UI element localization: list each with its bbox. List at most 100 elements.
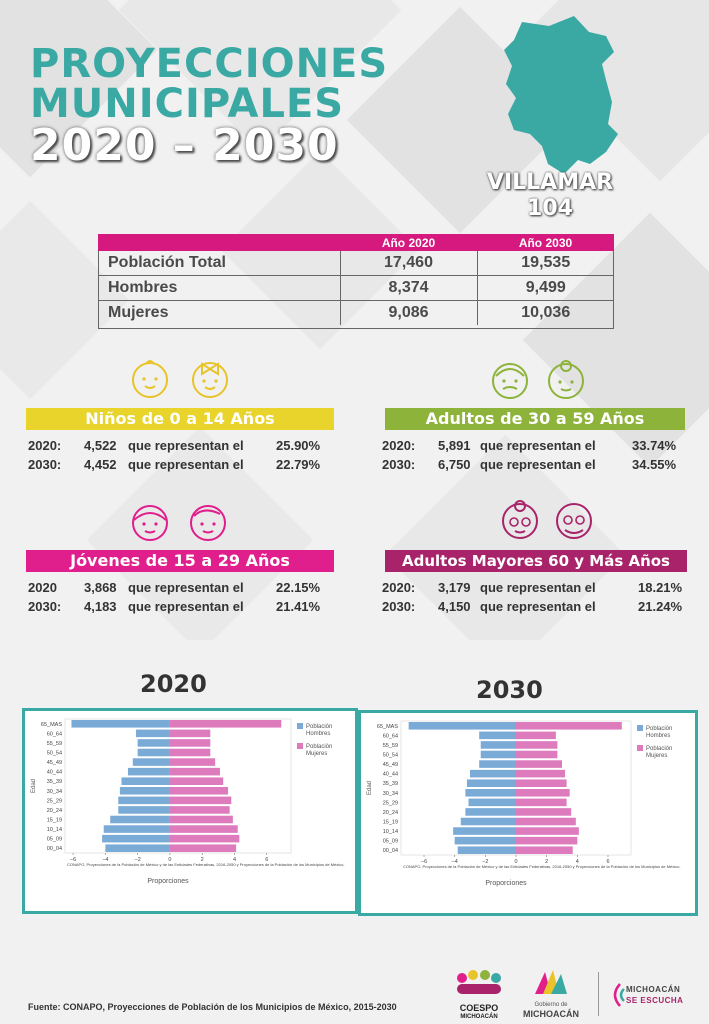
stat-pct: 21.24% bbox=[638, 599, 683, 614]
pyramid-bar bbox=[121, 777, 170, 785]
pyramid-bar bbox=[465, 789, 516, 797]
age-tick-label: 30_34 bbox=[47, 789, 62, 795]
pyramid-bar bbox=[516, 827, 579, 835]
pyramid-bar bbox=[169, 729, 211, 738]
source-footer: Fuente: CONAPO, Proyecciones de Població… bbox=[28, 1002, 397, 1012]
group-children-band: Niños de 0 a 14 Años bbox=[26, 408, 334, 430]
pyramid-bar bbox=[454, 836, 516, 845]
stat-pct: 25.90% bbox=[276, 438, 321, 453]
pyramid-year-2020: 2020 bbox=[140, 670, 207, 698]
chart-source-note: CONAPO, Proyecciones de la Población de … bbox=[67, 862, 344, 867]
pyramid-bar bbox=[110, 815, 170, 824]
stat-text: que representan el bbox=[480, 599, 596, 614]
pyramid-bar bbox=[169, 834, 240, 843]
stat-text: que representan el bbox=[128, 599, 244, 614]
title-line-1: PROYECCIONES bbox=[30, 41, 389, 87]
row-value-2030: 10,036 bbox=[476, 300, 614, 325]
age-tick-label: 10_14 bbox=[383, 829, 398, 835]
pyramid-bar bbox=[169, 748, 211, 757]
age-tick-label: 25_29 bbox=[47, 798, 62, 804]
group-adults-band: Adultos de 30 a 59 Años bbox=[385, 408, 685, 430]
pyramid-bar bbox=[453, 827, 516, 835]
stat-count: 3,179 bbox=[438, 580, 471, 595]
legend-label-line-1: Población bbox=[646, 726, 672, 732]
y-axis-label: Edad bbox=[367, 781, 373, 795]
x-tick-label: −6 bbox=[421, 859, 427, 865]
stat-count: 5,891 bbox=[438, 438, 471, 453]
x-tick-label: −6 bbox=[70, 857, 76, 863]
age-tick-label: 15_19 bbox=[47, 818, 62, 824]
pyramid-bar bbox=[169, 815, 233, 824]
pyramid-bar bbox=[516, 817, 576, 826]
x-tick-label: 0 bbox=[168, 857, 171, 863]
age-tick-label: 00_04 bbox=[383, 848, 398, 854]
age-tick-label: 65_MAS bbox=[41, 722, 62, 728]
pyramid-bar bbox=[137, 739, 170, 747]
pyramid-bar bbox=[466, 779, 516, 787]
pyramid-bar bbox=[169, 806, 230, 814]
adult-man-icon bbox=[492, 363, 528, 399]
x-tick-label: 6 bbox=[265, 857, 268, 863]
title-years: 2020 – 2030 bbox=[30, 120, 339, 171]
age-tick-label: 65_MAS bbox=[377, 724, 398, 730]
pyramid-bar bbox=[480, 741, 516, 749]
pyramid-bar bbox=[516, 760, 562, 768]
age-tick-label: 20_24 bbox=[47, 808, 62, 814]
elderly-woman-icon bbox=[502, 500, 538, 539]
table-header-2030: Año 2030 bbox=[477, 234, 614, 251]
stat-text: que representan el bbox=[480, 580, 596, 595]
stat-year: 2020: bbox=[28, 438, 62, 453]
gobierno-logo: Gobierno de MICHOACÁN bbox=[518, 968, 584, 1022]
legend-label-line-2: Hombres bbox=[306, 731, 330, 737]
legend-label-line-2: Hombres bbox=[646, 733, 670, 739]
pyramid-bar bbox=[479, 760, 516, 768]
row-label: Mujeres bbox=[108, 304, 169, 321]
young-man-icon bbox=[190, 505, 226, 541]
pyramid-bar bbox=[132, 758, 170, 766]
legend-label-line-1: Población bbox=[306, 724, 332, 730]
pyramid-bar bbox=[169, 758, 216, 766]
row-value-2020: 9,086 bbox=[339, 300, 477, 325]
pyramid-bar bbox=[516, 798, 567, 807]
stat-pct: 22.15% bbox=[276, 580, 321, 595]
pyramid-bar bbox=[169, 777, 224, 785]
age-tick-label: 40_44 bbox=[383, 772, 398, 778]
stat-count: 3,868 bbox=[84, 580, 117, 595]
baby-boy-icon bbox=[132, 360, 168, 398]
stat-count: 6,750 bbox=[438, 457, 471, 472]
young-woman-icon bbox=[132, 505, 168, 541]
legend-label-line-1: Población bbox=[306, 744, 332, 750]
gobierno-small-label: Gobierno de bbox=[534, 1002, 568, 1008]
pyramid-bar bbox=[516, 769, 566, 778]
pyramid-chart-2030-frame: 65_MAS 60_64 55_59 50_54 45_49 40_44 35_39 30_3… bbox=[358, 710, 698, 916]
x-tick-label: 4 bbox=[233, 857, 236, 863]
stat-text: que representan el bbox=[480, 438, 596, 453]
coespo-logo: COESPO MICHOACÁN bbox=[452, 968, 506, 1022]
baby-girl-icon bbox=[192, 362, 228, 398]
population-table: Año 2020 Año 2030 Población Total 17,460… bbox=[98, 234, 614, 325]
age-tick-label: 55_59 bbox=[47, 741, 62, 747]
pyramid-bar bbox=[102, 834, 170, 843]
legend-swatch bbox=[297, 743, 303, 749]
age-tick-label: 15_19 bbox=[383, 820, 398, 826]
pyramid-bar bbox=[480, 750, 516, 759]
row-value-2020: 17,460 bbox=[339, 251, 477, 276]
pyramid-chart-2020: 65_MAS 60_64 55_59 50_54 45_49 40_44 35_39 30_3… bbox=[31, 718, 344, 885]
age-tick-label: 45_49 bbox=[47, 760, 62, 766]
coespo-people-icon bbox=[457, 970, 501, 994]
age-tick-label: 60_64 bbox=[383, 733, 398, 739]
pyramid-bar bbox=[516, 789, 570, 797]
pyramid-bar bbox=[516, 836, 578, 845]
x-tick-label: 0 bbox=[514, 859, 517, 865]
pyramid-bar bbox=[516, 741, 558, 749]
slogan-line-2: SE ESCUCHA bbox=[626, 996, 684, 1005]
pyramid-bar bbox=[516, 722, 622, 730]
title-line-2: MUNICIPALES bbox=[30, 81, 345, 127]
legend-label-line-1: Población bbox=[646, 746, 672, 752]
plot-area bbox=[64, 718, 292, 854]
stat-pct: 18.21% bbox=[638, 580, 683, 595]
stat-count: 4,150 bbox=[438, 599, 471, 614]
stat-pct: 33.74% bbox=[632, 438, 677, 453]
x-tick-label: −4 bbox=[102, 857, 108, 863]
stat-year: 2030: bbox=[28, 457, 62, 472]
